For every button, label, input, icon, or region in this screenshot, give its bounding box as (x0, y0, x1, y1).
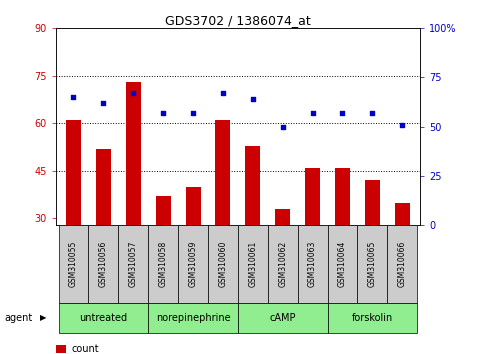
Point (70, 94, 77, 100)
Text: GSM310061: GSM310061 (248, 241, 257, 287)
Text: ▶: ▶ (40, 313, 46, 322)
Point (159, 110, 167, 116)
Bar (185, 187, 200, 225)
Bar (118, 225, 148, 303)
Bar (305, 168, 320, 225)
Point (219, 90, 227, 96)
Bar (96, 149, 111, 225)
Bar (88, 225, 118, 303)
Bar (335, 168, 350, 225)
Bar (58, 303, 148, 333)
Bar (268, 225, 298, 303)
Text: GSM310059: GSM310059 (188, 240, 198, 287)
Point (309, 110, 316, 116)
Bar (148, 303, 238, 333)
Bar (387, 225, 417, 303)
Bar (208, 225, 238, 303)
Text: GSM310066: GSM310066 (398, 240, 407, 287)
Text: GSM310060: GSM310060 (218, 240, 227, 287)
Bar (327, 303, 417, 333)
Point (129, 90, 137, 96)
Bar (327, 225, 357, 303)
Text: norepinephrine: norepinephrine (156, 313, 230, 323)
Text: untreated: untreated (79, 313, 128, 323)
Bar (275, 209, 290, 225)
Bar (238, 303, 327, 333)
Text: GSM310065: GSM310065 (368, 240, 377, 287)
Bar (245, 145, 260, 225)
Text: GSM310057: GSM310057 (129, 240, 138, 287)
Text: GSM310056: GSM310056 (99, 240, 108, 287)
Text: GSM310058: GSM310058 (158, 241, 168, 287)
Point (339, 110, 346, 116)
Point (189, 110, 197, 116)
Point (279, 124, 286, 129)
Bar (298, 225, 327, 303)
Bar (215, 120, 230, 225)
Text: GSM310063: GSM310063 (308, 240, 317, 287)
Bar (395, 202, 410, 225)
Bar (126, 82, 141, 225)
Text: forskolin: forskolin (352, 313, 393, 323)
Bar (66, 120, 81, 225)
Bar (357, 225, 387, 303)
Text: GSM310055: GSM310055 (69, 240, 78, 287)
Bar (58, 225, 88, 303)
Point (369, 110, 376, 116)
Bar (365, 181, 380, 225)
Text: agent: agent (5, 313, 33, 323)
Bar (238, 225, 268, 303)
Text: cAMP: cAMP (270, 313, 296, 323)
Text: GSM310062: GSM310062 (278, 241, 287, 287)
Point (99, 100, 107, 106)
Bar (156, 196, 170, 225)
Point (249, 96, 256, 102)
Bar (178, 225, 208, 303)
Text: count: count (71, 344, 99, 354)
Bar (148, 225, 178, 303)
Title: GDS3702 / 1386074_at: GDS3702 / 1386074_at (165, 14, 311, 27)
Point (398, 122, 406, 127)
Text: GSM310064: GSM310064 (338, 240, 347, 287)
